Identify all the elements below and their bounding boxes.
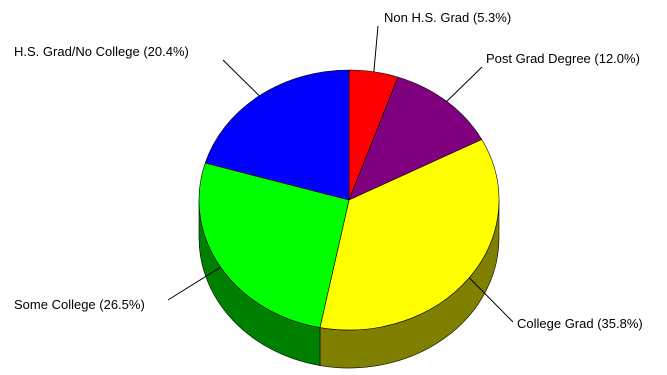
leader-line-h-s-grad-no-college-20-4 bbox=[222, 59, 260, 97]
slice-label-h-s-grad-no-college-20-4: H.S. Grad/No College (20.4%) bbox=[14, 44, 189, 59]
pie-slice-h-s-grad-no-college-20-4 bbox=[204, 69, 350, 201]
slice-label-some-college-26-5: Some College (26.5%) bbox=[14, 297, 145, 312]
leader-line-some-college-26-5 bbox=[167, 266, 221, 301]
leader-line-college-grad-35-8 bbox=[468, 277, 514, 323]
slice-label-post-grad-degree-12-0: Post Grad Degree (12.0%) bbox=[486, 51, 640, 66]
leader-line-non-h-s-grad-5-3 bbox=[373, 25, 379, 72]
leader-line-post-grad-degree-12-0 bbox=[446, 66, 483, 102]
slice-label-non-h-s-grad-5-3: Non H.S. Grad (5.3%) bbox=[384, 10, 511, 25]
label-layer: Non H.S. Grad (5.3%) Post Grad Degree (12… bbox=[14, 10, 643, 331]
pie-slice-some-college-26-5 bbox=[198, 162, 350, 328]
pie-top-layer bbox=[198, 69, 500, 331]
leader-line-layer bbox=[167, 25, 514, 323]
slice-label-college-grad-35-8: College Grad (35.8%) bbox=[517, 316, 643, 331]
